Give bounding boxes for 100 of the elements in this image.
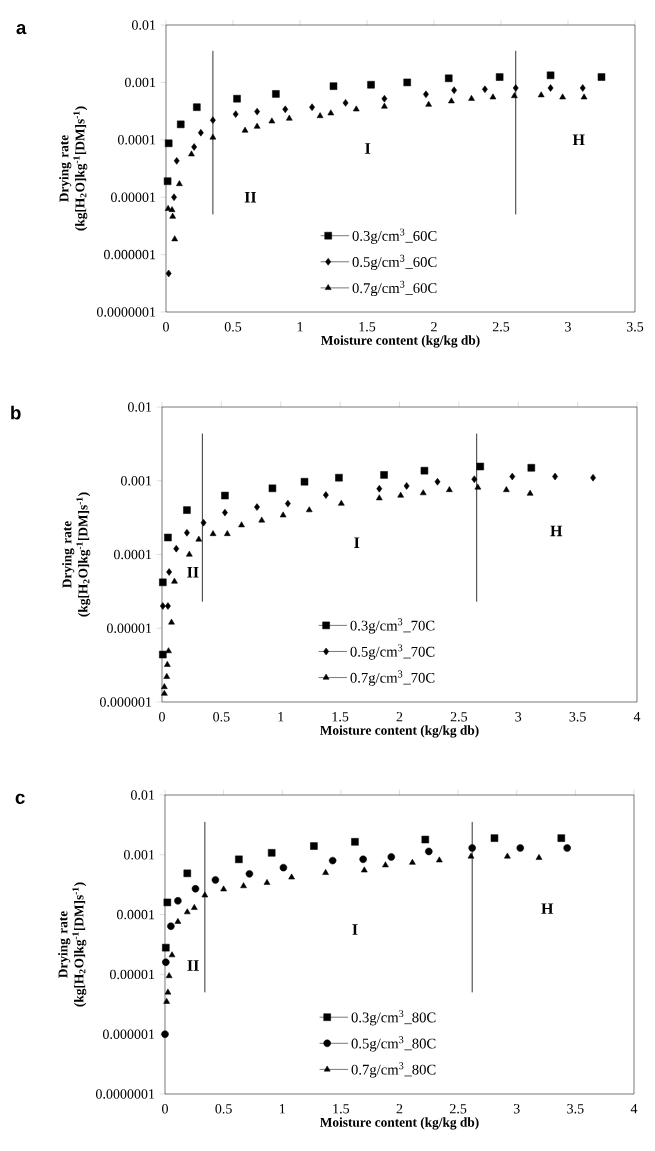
- point: [235, 855, 243, 864]
- x-axis-title: Moisture content (kg/kg db): [320, 1117, 479, 1130]
- point: [209, 133, 217, 140]
- point: [176, 180, 183, 186]
- point: [511, 92, 518, 98]
- point: [495, 73, 504, 81]
- point: [159, 578, 167, 587]
- point: [162, 958, 170, 966]
- point: [535, 854, 543, 860]
- point: [161, 683, 168, 689]
- point: [597, 73, 606, 81]
- point: [174, 897, 182, 905]
- point: [163, 997, 170, 1004]
- point: [171, 193, 177, 201]
- point: [191, 885, 200, 893]
- point: [468, 94, 475, 101]
- point: [557, 834, 566, 842]
- legend-label: 0.7g/cm$^{3}$_60C: [352, 280, 437, 297]
- point: [232, 110, 239, 118]
- x-tick-label: 2.5: [449, 1104, 467, 1114]
- annotation: H: [541, 903, 554, 914]
- legend-label: 0.7g/cm$^{3}$_70C: [350, 670, 435, 686]
- point: [547, 84, 554, 92]
- point: [476, 462, 484, 471]
- point: [353, 105, 360, 112]
- point: [468, 844, 476, 852]
- point: [403, 482, 410, 490]
- legend-label: 0.5g/cm$^{3}$_80C: [351, 1036, 436, 1052]
- annotation: II: [187, 960, 199, 971]
- point: [490, 834, 499, 842]
- point: [526, 489, 534, 496]
- y-tick-label: 0.00001: [109, 969, 155, 980]
- point: [171, 577, 178, 584]
- y-tick-label: 0.0001: [117, 135, 156, 145]
- point: [409, 858, 416, 865]
- annotation: II: [187, 566, 199, 578]
- point: [188, 150, 195, 157]
- point: [211, 876, 220, 884]
- point: [434, 478, 441, 486]
- x-tick-label: 3: [513, 1104, 520, 1114]
- annotation: H: [572, 134, 585, 146]
- point: [200, 518, 207, 527]
- point: [191, 904, 198, 910]
- point: [193, 103, 201, 111]
- legend-label: 0.5g/cm$^{3}$_70C: [350, 644, 435, 660]
- chart-title: c: [15, 793, 25, 804]
- x-axis-title: Moisture content (kg/kg db): [321, 335, 480, 348]
- y-tick-label: 0.00001: [110, 192, 156, 202]
- x-tick-label: 2: [396, 1104, 403, 1114]
- point: [173, 157, 180, 165]
- point: [382, 861, 389, 868]
- point: [164, 533, 172, 542]
- point: [381, 102, 388, 109]
- point: [168, 618, 175, 625]
- point: [238, 521, 245, 528]
- x-tick-label: 0: [159, 712, 165, 722]
- point: [164, 988, 172, 995]
- point: [209, 530, 217, 536]
- x-tick-label: 1.5: [359, 322, 376, 332]
- x-tick-label: 3.5: [569, 712, 586, 722]
- point: [503, 486, 510, 492]
- point: [482, 85, 488, 93]
- point: [328, 856, 337, 865]
- y-tick-label: 0.0000001: [96, 307, 156, 317]
- point: [241, 126, 249, 133]
- x-tick-label: 2.5: [450, 712, 468, 722]
- point: [183, 869, 192, 878]
- x-tick-label: 1.5: [332, 712, 349, 722]
- point: [403, 78, 411, 87]
- point: [191, 143, 198, 151]
- point: [161, 1030, 169, 1038]
- point: [471, 475, 478, 483]
- point: [171, 235, 178, 242]
- point: [210, 116, 216, 124]
- point: [195, 535, 203, 542]
- point: [177, 120, 185, 129]
- point: [224, 530, 231, 536]
- point: [253, 122, 261, 129]
- point: [201, 891, 209, 898]
- chart-title: b: [11, 405, 21, 420]
- y-tick-label: 0.0001: [116, 909, 155, 920]
- x-tick-label: 0: [162, 1104, 168, 1114]
- point: [323, 491, 329, 499]
- point: [166, 568, 172, 576]
- point: [489, 93, 497, 100]
- point: [421, 835, 430, 844]
- point: [376, 484, 383, 493]
- point: [165, 269, 172, 278]
- y-tick-label: 0.0000001: [95, 1089, 155, 1099]
- y-tick-label: 0.00001: [106, 623, 152, 633]
- point: [267, 849, 276, 857]
- point: [163, 673, 171, 679]
- x-tick-label: 2: [431, 322, 437, 332]
- x-tick-label: 3: [565, 322, 571, 332]
- point: [279, 863, 288, 872]
- point: [310, 842, 318, 850]
- point: [367, 81, 375, 89]
- point: [279, 511, 287, 518]
- point: [263, 879, 271, 885]
- annotation: H: [550, 525, 563, 537]
